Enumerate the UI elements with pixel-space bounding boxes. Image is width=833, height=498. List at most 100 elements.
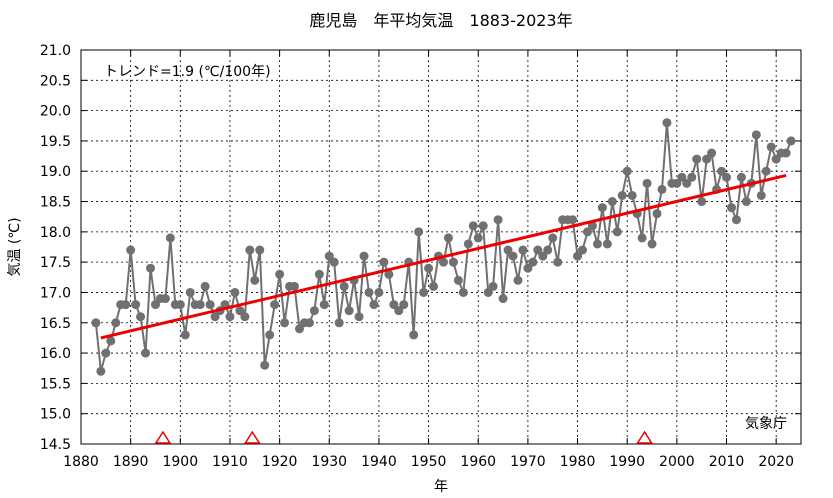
data-point bbox=[136, 312, 146, 322]
data-point bbox=[751, 130, 761, 140]
y-tick-label: 18.5 bbox=[40, 195, 71, 211]
data-point bbox=[483, 287, 493, 297]
data-point bbox=[379, 257, 389, 267]
data-point bbox=[324, 251, 334, 261]
data-point bbox=[175, 300, 185, 310]
data-point bbox=[652, 209, 662, 219]
data-point bbox=[344, 306, 354, 316]
data-point bbox=[111, 318, 121, 328]
data-point bbox=[304, 318, 314, 328]
data-point bbox=[101, 348, 111, 358]
data-point bbox=[548, 233, 558, 243]
data-point bbox=[568, 215, 578, 225]
data-point bbox=[612, 227, 622, 237]
data-point bbox=[210, 312, 220, 322]
axis-ticks: 1880 1890 1900 1910 1920 1930 1940 1950 1960 1970… bbox=[40, 43, 801, 470]
source-label: 気象庁 bbox=[745, 416, 787, 432]
data-point bbox=[761, 166, 771, 176]
data-point bbox=[146, 263, 156, 273]
data-point bbox=[121, 300, 131, 310]
data-point bbox=[642, 178, 652, 188]
x-tick-label: 1990 bbox=[609, 454, 645, 470]
x-tick-label: 1960 bbox=[460, 454, 496, 470]
data-point bbox=[126, 245, 136, 255]
y-tick-label: 17.5 bbox=[40, 255, 71, 271]
x-tick-label: 1900 bbox=[162, 454, 198, 470]
data-point bbox=[687, 172, 697, 182]
data-point bbox=[766, 142, 776, 152]
data-point bbox=[578, 245, 588, 255]
data-point bbox=[781, 148, 791, 158]
data-point bbox=[200, 281, 210, 291]
data-point bbox=[141, 348, 151, 358]
data-point bbox=[498, 294, 508, 304]
data-point bbox=[473, 233, 483, 243]
data-point bbox=[96, 366, 106, 376]
data-point bbox=[538, 251, 548, 261]
data-point bbox=[270, 300, 280, 310]
data-point bbox=[339, 281, 349, 291]
data-point bbox=[717, 166, 727, 176]
data-point bbox=[329, 257, 339, 267]
data-point bbox=[443, 233, 453, 243]
x-tick-label: 1920 bbox=[262, 454, 298, 470]
data-point bbox=[786, 136, 796, 146]
data-point bbox=[195, 300, 205, 310]
data-point bbox=[280, 318, 290, 328]
data-point bbox=[582, 227, 592, 237]
x-tick-label: 2010 bbox=[709, 454, 745, 470]
data-point bbox=[180, 330, 190, 340]
data-point bbox=[587, 221, 597, 231]
data-point bbox=[622, 166, 632, 176]
data-point bbox=[523, 263, 533, 273]
data-point bbox=[736, 172, 746, 182]
x-axis-title: 年 bbox=[434, 479, 448, 495]
data-point bbox=[225, 312, 235, 322]
data-point bbox=[290, 281, 300, 291]
data-point bbox=[205, 300, 215, 310]
data-point bbox=[409, 330, 419, 340]
data-point bbox=[240, 312, 250, 322]
y-tick-label: 15.0 bbox=[40, 407, 71, 423]
data-point bbox=[309, 306, 319, 316]
data-point bbox=[702, 154, 712, 164]
x-tick-label: 2020 bbox=[758, 454, 794, 470]
x-tick-label: 1930 bbox=[311, 454, 347, 470]
x-tick-label: 2000 bbox=[659, 454, 695, 470]
data-point bbox=[518, 245, 528, 255]
grid-lines bbox=[81, 50, 801, 444]
data-point bbox=[265, 330, 275, 340]
y-tick-label: 18.0 bbox=[40, 225, 71, 241]
x-tick-label: 1980 bbox=[560, 454, 596, 470]
data-point bbox=[731, 215, 741, 225]
data-point bbox=[250, 275, 260, 285]
trend-line bbox=[100, 174, 787, 340]
data-point bbox=[756, 190, 766, 200]
data-point bbox=[106, 336, 116, 346]
y-tick-label: 20.0 bbox=[40, 104, 71, 120]
series-line bbox=[94, 121, 793, 373]
plot-frame bbox=[80, 49, 802, 445]
data-point bbox=[230, 287, 240, 297]
trend-line-group bbox=[100, 174, 787, 340]
data-point bbox=[419, 287, 429, 297]
relocation-marker bbox=[636, 430, 653, 444]
data-point bbox=[528, 257, 538, 267]
station-change-markers bbox=[154, 430, 653, 444]
y-tick-label: 19.5 bbox=[40, 134, 71, 150]
data-point bbox=[503, 245, 513, 255]
data-point bbox=[697, 197, 707, 207]
data-point bbox=[389, 300, 399, 310]
data-point bbox=[185, 287, 195, 297]
data-point bbox=[364, 287, 374, 297]
data-point bbox=[627, 190, 637, 200]
data-point bbox=[235, 306, 245, 316]
data-point bbox=[458, 287, 468, 297]
y-tick-label: 15.5 bbox=[40, 376, 71, 392]
data-point bbox=[359, 251, 369, 261]
data-point bbox=[672, 178, 682, 188]
data-point bbox=[602, 239, 612, 249]
y-tick-label: 16.0 bbox=[40, 346, 71, 362]
data-point bbox=[771, 154, 781, 164]
